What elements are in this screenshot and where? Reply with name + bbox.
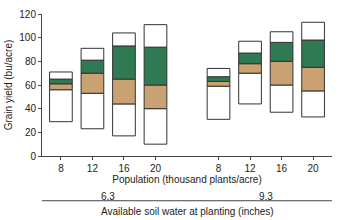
svg-text:8: 8 <box>216 163 222 174</box>
svg-text:20: 20 <box>25 127 37 138</box>
svg-text:6.3: 6.3 <box>101 191 115 202</box>
svg-text:60: 60 <box>25 80 37 91</box>
svg-text:16: 16 <box>276 163 288 174</box>
svg-text:120: 120 <box>19 9 36 20</box>
svg-text:12: 12 <box>87 163 99 174</box>
svg-text:Grain yield (bu/acre): Grain yield (bu/acre) <box>3 40 14 131</box>
svg-text:80: 80 <box>25 56 37 67</box>
svg-text:100: 100 <box>19 32 36 43</box>
svg-text:12: 12 <box>244 163 256 174</box>
svg-text:Population (thousand plants/ac: Population (thousand plants/acre) <box>112 174 262 185</box>
svg-text:8: 8 <box>58 163 64 174</box>
svg-text:Available soil water at planti: Available soil water at planting (inches… <box>101 206 274 217</box>
svg-text:0: 0 <box>30 151 36 162</box>
svg-text:9.3: 9.3 <box>259 191 273 202</box>
svg-text:16: 16 <box>118 163 130 174</box>
svg-text:20: 20 <box>308 163 320 174</box>
svg-text:20: 20 <box>150 163 162 174</box>
svg-text:40: 40 <box>25 103 37 114</box>
